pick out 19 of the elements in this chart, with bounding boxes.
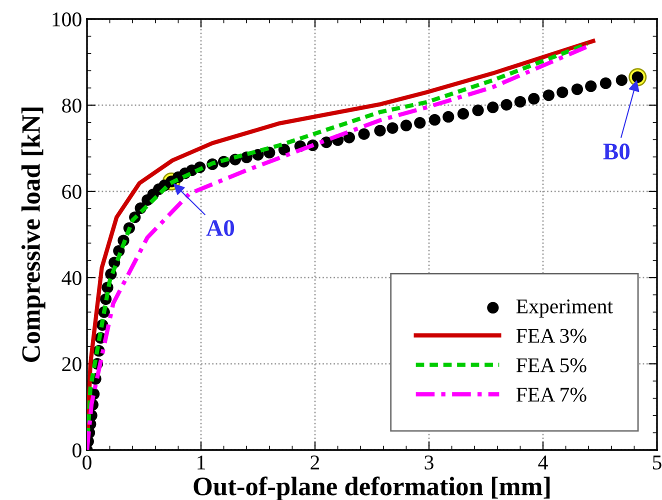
y-tick-label: 60 [62,184,82,199]
legend-label: Experiment [516,299,613,318]
y-tick-label: 100 [52,12,82,26]
x-tick-label: 2 [310,456,320,470]
legend-label: FEA 5% [516,358,586,372]
y-tick-label: 20 [62,357,82,372]
x-tick-label: 4 [538,456,548,470]
y-axis-title: Compressive load [kN] [21,108,46,362]
legend-label: FEA 7% [516,388,586,402]
x-tick-label: 0 [82,455,92,470]
y-tick-label: 0 [72,443,82,458]
x-tick-label: 5 [653,456,662,470]
annotation: B0 [603,144,630,160]
x-tick-label: 3 [424,456,434,470]
annotation: A0 [206,220,234,236]
y-tick-label: 40 [62,270,82,286]
legend-label: FEA 3% [516,328,586,343]
x-tick-label: 1 [198,456,205,470]
y-tick-label: 80 [62,98,82,113]
